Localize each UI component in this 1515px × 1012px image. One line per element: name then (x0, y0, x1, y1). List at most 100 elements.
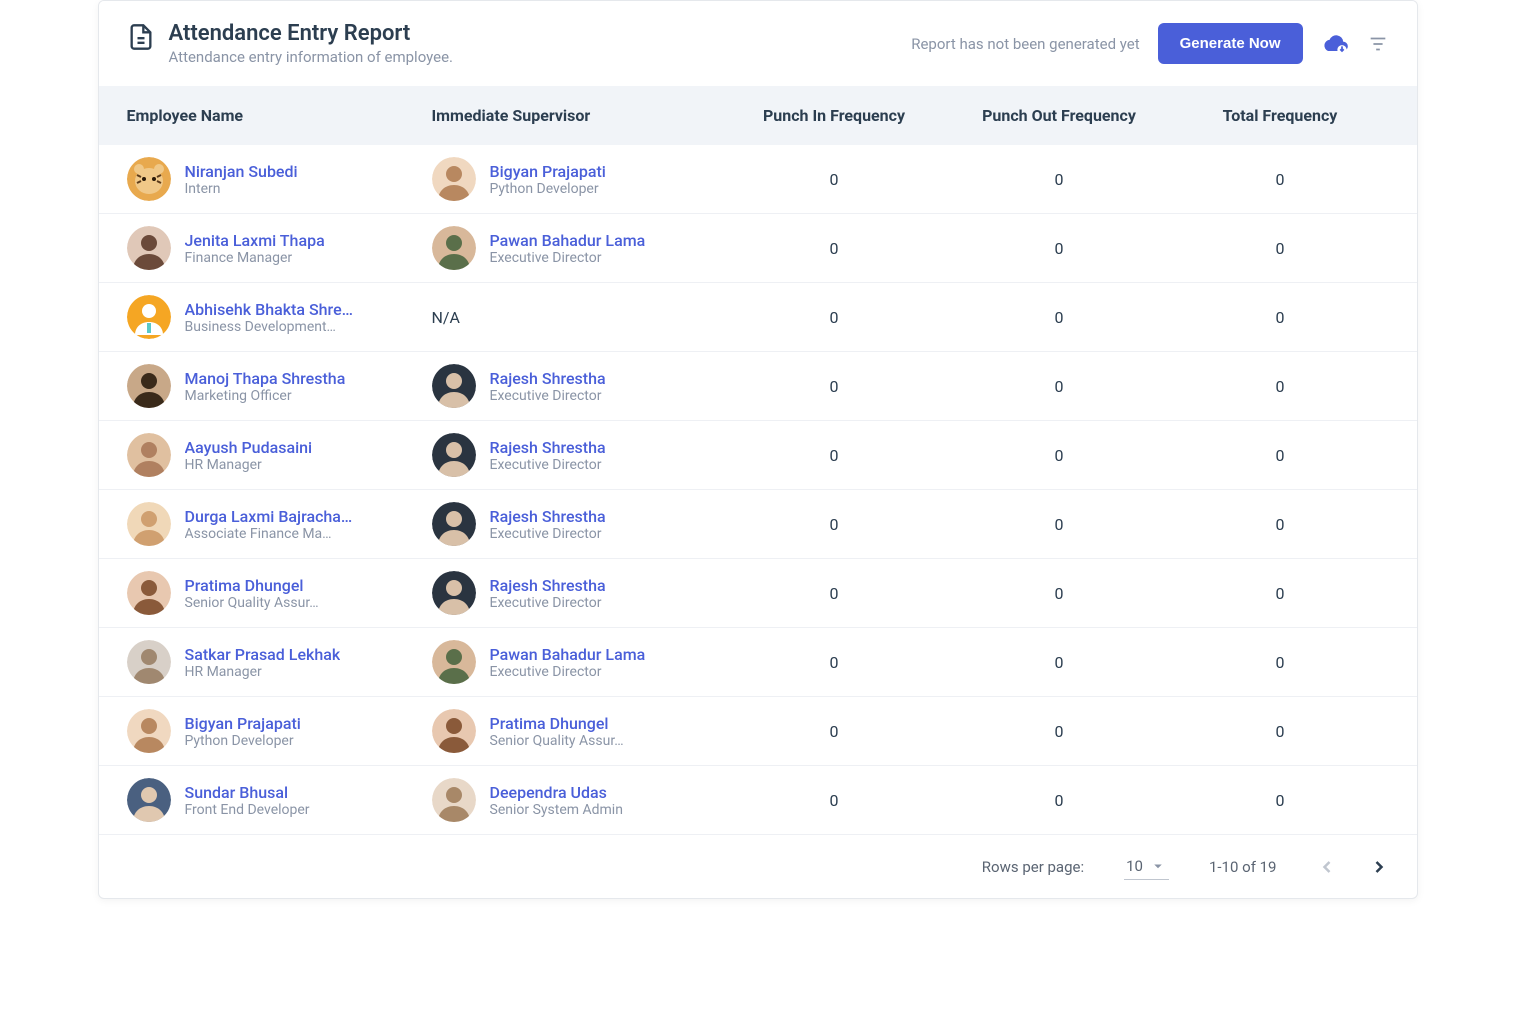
supervisor-person[interactable]: Deependra UdasSenior System Admin (432, 778, 722, 822)
supervisor-person[interactable]: Pratima DhungelSenior Quality Assur… (432, 709, 722, 753)
supervisor-role: Executive Director (490, 250, 646, 266)
employee-cell: Durga Laxmi Bajracha…Associate Finance M… (127, 502, 432, 546)
punch-in-value: 0 (830, 446, 839, 465)
punch-out-value: 0 (1055, 377, 1064, 396)
supervisor-role: Executive Director (490, 457, 606, 473)
punch-in-cell: 0 (722, 170, 947, 189)
employee-cell: Satkar Prasad LekhakHR Manager (127, 640, 432, 684)
report-header: Attendance Entry Report Attendance entry… (99, 1, 1417, 86)
avatar (127, 502, 171, 546)
employee-person[interactable]: Aayush PudasainiHR Manager (127, 433, 432, 477)
supervisor-person[interactable]: Rajesh ShresthaExecutive Director (432, 433, 722, 477)
punch-in-value: 0 (830, 515, 839, 534)
punch-in-value: 0 (830, 584, 839, 603)
supervisor-cell: N/A (432, 308, 722, 327)
supervisor-role: Executive Director (490, 388, 606, 404)
avatar (432, 364, 476, 408)
avatar (127, 364, 171, 408)
employee-name: Manoj Thapa Shrestha (185, 369, 346, 388)
page-title: Attendance Entry Report (169, 21, 454, 46)
cloud-download-icon[interactable] (1321, 30, 1349, 58)
employee-name: Bigyan Prajapati (185, 714, 301, 733)
person-info: Rajesh ShresthaExecutive Director (490, 507, 606, 542)
total-cell: 0 (1172, 515, 1389, 534)
punch-out-value: 0 (1055, 722, 1064, 741)
supervisor-person[interactable]: Pawan Bahadur LamaExecutive Director (432, 226, 722, 270)
employee-person[interactable]: Manoj Thapa ShresthaMarketing Officer (127, 364, 432, 408)
employee-person[interactable]: Niranjan SubediIntern (127, 157, 432, 201)
punch-in-cell: 0 (722, 377, 947, 396)
punch-out-value: 0 (1055, 239, 1064, 258)
avatar (127, 571, 171, 615)
table-row: Jenita Laxmi ThapaFinance Manager Pawan B… (99, 214, 1417, 283)
person-info: Jenita Laxmi ThapaFinance Manager (185, 231, 325, 266)
punch-out-cell: 0 (947, 170, 1172, 189)
punch-out-cell: 0 (947, 722, 1172, 741)
avatar (127, 226, 171, 270)
supervisor-person[interactable]: Pawan Bahadur LamaExecutive Director (432, 640, 722, 684)
supervisor-role: Executive Director (490, 664, 646, 680)
employee-person[interactable]: Abhisehk Bhakta Shre…Business Developmen… (127, 295, 432, 339)
punch-in-value: 0 (830, 170, 839, 189)
document-icon (127, 23, 155, 51)
avatar (432, 778, 476, 822)
punch-out-cell: 0 (947, 239, 1172, 258)
person-info: Pawan Bahadur LamaExecutive Director (490, 645, 646, 680)
page-nav (1317, 857, 1389, 877)
table-row: Abhisehk Bhakta Shre…Business Developmen… (99, 283, 1417, 352)
person-info: Deependra UdasSenior System Admin (490, 783, 623, 818)
supervisor-person[interactable]: Bigyan PrajapatiPython Developer (432, 157, 722, 201)
punch-out-cell: 0 (947, 791, 1172, 810)
next-page-button[interactable] (1369, 857, 1389, 877)
supervisor-person[interactable]: Rajesh ShresthaExecutive Director (432, 364, 722, 408)
punch-out-cell: 0 (947, 308, 1172, 327)
total-value: 0 (1276, 377, 1285, 396)
employee-person[interactable]: Sundar BhusalFront End Developer (127, 778, 432, 822)
avatar (432, 226, 476, 270)
total-cell: 0 (1172, 653, 1389, 672)
employee-person[interactable]: Bigyan PrajapatiPython Developer (127, 709, 432, 753)
filter-icon[interactable] (1367, 33, 1389, 55)
supervisor-person[interactable]: Rajesh ShresthaExecutive Director (432, 502, 722, 546)
total-value: 0 (1276, 170, 1285, 189)
avatar (432, 640, 476, 684)
avatar (432, 157, 476, 201)
person-info: Rajesh ShresthaExecutive Director (490, 576, 606, 611)
supervisor-cell: Pawan Bahadur LamaExecutive Director (432, 640, 722, 684)
total-cell: 0 (1172, 239, 1389, 258)
supervisor-person[interactable]: Rajesh ShresthaExecutive Director (432, 571, 722, 615)
punch-in-cell: 0 (722, 446, 947, 465)
employee-cell: Manoj Thapa ShresthaMarketing Officer (127, 364, 432, 408)
punch-out-cell: 0 (947, 584, 1172, 603)
table-row: Durga Laxmi Bajracha…Associate Finance M… (99, 490, 1417, 559)
supervisor-na: N/A (432, 308, 460, 327)
employee-name: Aayush Pudasaini (185, 438, 313, 457)
generate-button[interactable]: Generate Now (1158, 23, 1303, 64)
table-row: Satkar Prasad LekhakHR Manager Pawan Baha… (99, 628, 1417, 697)
employee-cell: Aayush PudasainiHR Manager (127, 433, 432, 477)
person-info: Aayush PudasainiHR Manager (185, 438, 313, 473)
table-row: Manoj Thapa ShresthaMarketing OfficerRaj… (99, 352, 1417, 421)
total-cell: 0 (1172, 170, 1389, 189)
punch-out-cell: 0 (947, 653, 1172, 672)
col-header-punch-out: Punch Out Frequency (947, 106, 1172, 125)
employee-role: Finance Manager (185, 250, 325, 266)
total-cell: 0 (1172, 446, 1389, 465)
avatar (127, 433, 171, 477)
rows-per-page-select[interactable]: 10 (1124, 853, 1169, 880)
employee-role: Python Developer (185, 733, 301, 749)
person-info: Bigyan PrajapatiPython Developer (490, 162, 606, 197)
employee-person[interactable]: Pratima DhungelSenior Quality Assur… (127, 571, 432, 615)
prev-page-button[interactable] (1317, 857, 1337, 877)
punch-in-cell: 0 (722, 791, 947, 810)
punch-in-cell: 0 (722, 239, 947, 258)
employee-cell: Jenita Laxmi ThapaFinance Manager (127, 226, 432, 270)
employee-person[interactable]: Durga Laxmi Bajracha…Associate Finance M… (127, 502, 432, 546)
employee-role: Business Development… (185, 319, 353, 335)
col-header-employee: Employee Name (127, 106, 432, 125)
employee-person[interactable]: Satkar Prasad LekhakHR Manager (127, 640, 432, 684)
employee-cell: Sundar BhusalFront End Developer (127, 778, 432, 822)
total-cell: 0 (1172, 377, 1389, 396)
employee-person[interactable]: Jenita Laxmi ThapaFinance Manager (127, 226, 432, 270)
avatar (432, 502, 476, 546)
